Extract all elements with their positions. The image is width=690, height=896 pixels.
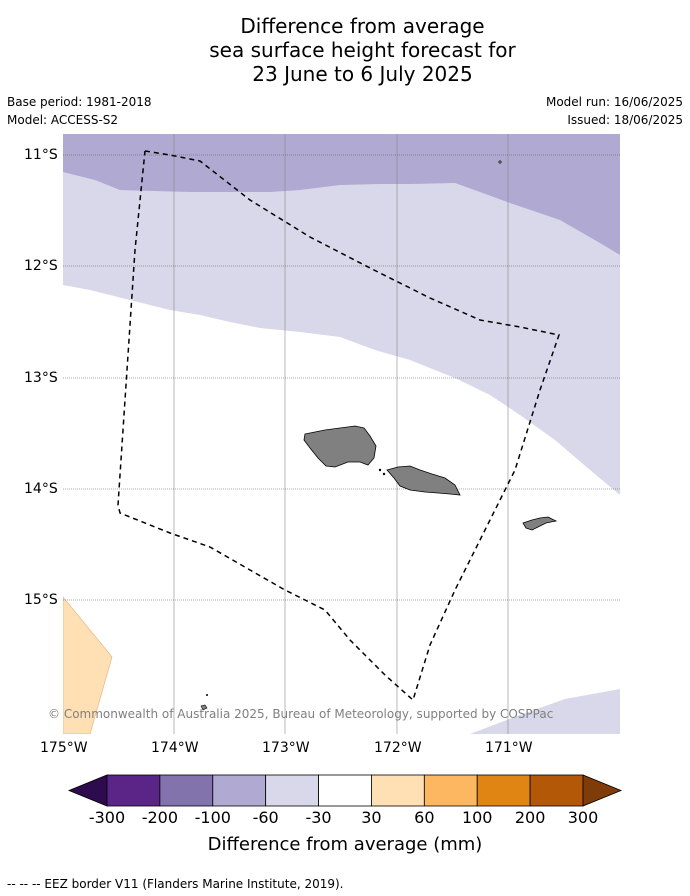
- lat-label-11s: 11°S: [24, 147, 58, 163]
- colorbar-tick-label: 300: [567, 808, 599, 827]
- colorbar-tick-label: 60: [414, 808, 435, 827]
- base-period: Base period: 1981-2018: [7, 95, 152, 109]
- colorbar-segment: [423, 774, 478, 807]
- lon-label-171w: 171°W: [485, 740, 533, 756]
- islet-apolima: [382, 472, 386, 476]
- eez-border: [117, 150, 560, 702]
- colorbar-segment: [476, 774, 531, 807]
- colorbar-segment: [212, 774, 267, 807]
- colorbar-tick-label: 200: [514, 808, 546, 827]
- colorbar-tick-label: -200: [141, 808, 179, 827]
- colorbar: [67, 774, 623, 807]
- lon-label-172w: 172°W: [374, 740, 422, 756]
- title-line-3: 23 June to 6 July 2025: [252, 62, 473, 86]
- model-run: Model run: 16/06/2025: [545, 95, 683, 109]
- colorbar-segment: [529, 774, 584, 807]
- island-upolu: [386, 465, 461, 496]
- lon-label-174w: 174°W: [151, 740, 199, 756]
- model-name: Model: ACCESS-S2: [7, 113, 119, 127]
- island-tutuila: [522, 516, 558, 531]
- islet-southwest-2: [206, 694, 208, 696]
- colorbar-title: Difference from average (mm): [207, 834, 483, 855]
- lat-label-14s: 14°S: [24, 481, 58, 497]
- colorbar-tick-label: -60: [252, 808, 279, 827]
- islet-manono: [378, 468, 382, 472]
- colorbar-extend-high: [582, 774, 623, 807]
- gridlines: [173, 134, 509, 734]
- colorbar-tick-label: -100: [194, 808, 231, 827]
- copyright-notice: © Commonwealth of Australia 2025, Bureau…: [48, 707, 554, 721]
- eez-legend-note: -- -- -- EEZ border V11 (Flanders Marine…: [7, 877, 344, 891]
- colorbar-segment: [265, 774, 319, 807]
- colorbar-segment: [106, 774, 161, 807]
- lon-label-173w: 173°W: [262, 740, 310, 756]
- colorbar-tick-label: -300: [88, 808, 126, 827]
- colorbar-tick-label: 100: [461, 808, 493, 827]
- anomaly-patch-southwest: [63, 596, 113, 734]
- map-area: [63, 134, 620, 734]
- colorbar-extend-low: [67, 774, 108, 807]
- issued-date: Issued: 18/06/2025: [567, 113, 683, 127]
- lon-label-175w: 175°W: [40, 740, 88, 756]
- lat-label-12s: 12°S: [24, 258, 58, 274]
- map-title: Difference from average sea surface heig…: [0, 14, 690, 86]
- anomaly-band-mid: [63, 134, 620, 255]
- title-line-1: Difference from average: [240, 14, 485, 38]
- lat-label-13s: 13°S: [24, 370, 58, 386]
- colorbar-tick-label: 30: [361, 808, 382, 827]
- anomaly-patch-southeast: [470, 689, 620, 734]
- title-line-2: sea surface height forecast for: [209, 38, 516, 62]
- colorbar-segment: [371, 774, 425, 807]
- islet-north: [498, 160, 502, 164]
- lat-gridlines: [63, 154, 620, 601]
- islet-southwest: [200, 704, 208, 711]
- anomaly-band-light: [63, 134, 620, 495]
- colorbar-tick-label: -30: [305, 808, 332, 827]
- island-savaii: [303, 425, 377, 468]
- colorbar-segment: [318, 774, 372, 807]
- colorbar-segment: [159, 774, 214, 807]
- lat-label-15s: 15°S: [24, 592, 58, 608]
